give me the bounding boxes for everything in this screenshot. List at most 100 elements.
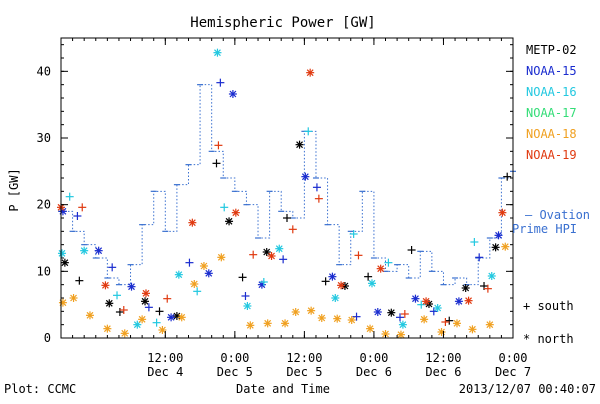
data-point [321, 277, 330, 286]
north-marker-stroke [498, 209, 506, 217]
data-point [73, 212, 82, 220]
y-tick-label: 20 [37, 198, 51, 212]
data-point [464, 296, 473, 305]
north-marker-stroke [301, 173, 309, 181]
north-marker-stroke [377, 265, 385, 273]
legend-entry: NOAA-18 [526, 127, 577, 141]
data-point [429, 307, 438, 316]
data-point [185, 258, 194, 267]
north-marker-stroke [331, 294, 339, 302]
data-point [396, 330, 405, 339]
x-tick-time-label: 0:00 [359, 351, 388, 365]
north-marker-stroke [121, 329, 129, 337]
data-point [487, 272, 496, 280]
data-point [445, 316, 454, 325]
data-point [58, 298, 67, 307]
north-marker-stroke [61, 259, 69, 267]
north-marker-stroke [412, 295, 419, 303]
north-marker-stroke [328, 273, 336, 281]
north-marker-stroke [488, 272, 496, 280]
data-point [317, 314, 326, 322]
data-point [177, 313, 186, 322]
data-point [220, 203, 229, 212]
data-point [485, 320, 494, 329]
data-point [483, 284, 492, 293]
data-point [283, 214, 291, 222]
data-point [57, 249, 66, 258]
data-point [364, 272, 373, 281]
data-point [174, 270, 183, 279]
series-noaa-19 [57, 68, 507, 326]
data-point [80, 246, 89, 255]
north-marker-stroke [495, 231, 502, 239]
x-tick-time-label: 0:00 [499, 351, 528, 365]
plot-credit: Plot: CCMC [4, 382, 76, 396]
data-point [172, 312, 181, 320]
x-tick-time-label: 12:00 [286, 351, 322, 365]
north-marker-stroke [492, 243, 500, 251]
data-point [190, 280, 199, 288]
plot-timestamp: 2013/12/07 00:40:07 [459, 382, 596, 396]
data-point [199, 262, 208, 270]
data-point [214, 141, 223, 150]
data-point [141, 297, 150, 306]
data-point [337, 281, 346, 290]
data-point [193, 287, 202, 296]
north-marker-stroke [133, 321, 141, 329]
north-marker-stroke [348, 316, 356, 324]
north-marker-stroke [434, 304, 442, 312]
north-marker-stroke [422, 297, 430, 305]
data-point [354, 251, 363, 260]
data-point [498, 208, 507, 217]
north-marker-stroke [229, 90, 237, 98]
y-tick-label: 30 [37, 131, 51, 145]
north-marker-stroke [200, 262, 208, 270]
north-marker-stroke [167, 313, 175, 321]
x-tick-time-label: 12:00 [425, 351, 461, 365]
data-point [307, 306, 316, 315]
north-marker-stroke [387, 309, 395, 317]
data-point [133, 320, 142, 329]
north-marker-stroke [307, 307, 315, 315]
x-tick-date-label: Dec 6 [425, 365, 461, 379]
data-point [212, 159, 221, 168]
north-marker-stroke [263, 248, 271, 256]
data-point [267, 252, 276, 260]
data-point [384, 258, 393, 267]
data-point [295, 140, 304, 149]
north-marker-stroke [275, 245, 283, 253]
data-point [333, 314, 342, 323]
data-point [204, 269, 213, 278]
north-marker-stroke [399, 321, 407, 329]
north-marker-stroke [80, 247, 88, 255]
legend-entry: NOAA-16 [526, 85, 577, 99]
data-point [60, 258, 69, 267]
data-point [503, 172, 512, 181]
data-point [454, 297, 463, 306]
ovation-legend-label: — Ovation [525, 208, 590, 222]
y-tick-label: 0 [44, 331, 51, 345]
data-point [417, 300, 426, 309]
data-point [433, 304, 442, 312]
data-point [367, 279, 376, 288]
data-point [103, 324, 112, 333]
series-noaa-16 [57, 48, 496, 329]
data-point [238, 273, 247, 282]
north-marker-stroke [158, 326, 166, 334]
data-point [216, 78, 225, 87]
x-axis-label: Date and Time [236, 382, 330, 396]
north-marker-stroke [138, 315, 146, 323]
x-tick-time-label: 0:00 [220, 351, 249, 365]
north-marker-stroke [292, 308, 300, 316]
data-point [152, 318, 161, 327]
data-point [366, 324, 375, 333]
north-marker-stroke [188, 219, 196, 227]
south-marker-key: + south [523, 299, 574, 313]
data-point [85, 311, 94, 320]
north-marker-stroke [382, 330, 389, 338]
data-point [376, 264, 385, 273]
y-axis-label: P [GW] [7, 168, 21, 211]
data-point [420, 315, 429, 324]
